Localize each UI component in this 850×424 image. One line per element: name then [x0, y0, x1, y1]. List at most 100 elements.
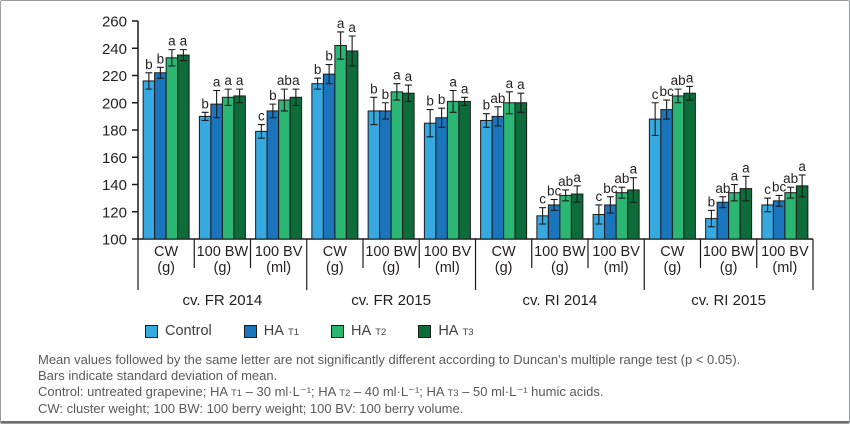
- sig-letter: a: [292, 73, 300, 88]
- bar: [458, 100, 471, 240]
- sig-letter: a: [337, 16, 345, 31]
- sig-letter: a: [405, 69, 413, 84]
- sig-letter: b: [157, 51, 165, 66]
- sig-letter: a: [506, 76, 514, 91]
- bar: [480, 119, 493, 240]
- sig-letter: b: [708, 194, 716, 209]
- sig-letter: b: [314, 62, 322, 77]
- legend-label-ha-t3: HA T3: [438, 323, 474, 339]
- bar: [177, 54, 190, 240]
- x-subgroup-unit: (g): [720, 260, 738, 276]
- sig-letter: c: [764, 182, 771, 197]
- x-group-label: cv. RI 2014: [522, 292, 597, 309]
- sig-letter: b: [145, 57, 153, 72]
- legend-item-control: Control: [145, 323, 212, 339]
- sig-letter: a: [213, 74, 221, 89]
- bar: [345, 50, 359, 240]
- sig-letter: a: [742, 160, 750, 175]
- bar: [559, 194, 572, 240]
- x-subgroup-unit: (ml): [604, 260, 629, 276]
- bar: [221, 96, 235, 240]
- y-tick-label: 200: [102, 95, 127, 112]
- x-group-label: cv. RI 2015: [691, 292, 766, 309]
- legend-label-ha-t2: HA T2: [351, 323, 387, 339]
- bar: [233, 95, 246, 240]
- y-tick-label: 180: [102, 123, 127, 140]
- sig-letter: b: [201, 96, 209, 111]
- sig-letter: c: [258, 109, 265, 124]
- sig-letter: a: [573, 170, 581, 185]
- sig-letter: a: [461, 81, 469, 96]
- x-subgroup-unit: (g): [551, 260, 569, 276]
- x-subgroup-unit: (g): [382, 260, 400, 276]
- x-group-label: cv. FR 2014: [182, 292, 262, 309]
- bar: [435, 117, 448, 240]
- sig-letter: b: [269, 88, 277, 103]
- sig-letter: ab: [783, 171, 798, 186]
- bar: [683, 92, 696, 240]
- x-subgroup-unit: (g): [495, 260, 513, 276]
- footnote-line-4: CW: cluster weight; 100 BW: 100 berry we…: [38, 401, 464, 417]
- bar: [289, 96, 303, 240]
- sig-letter: bc: [772, 179, 787, 194]
- sig-letter: a: [236, 73, 244, 88]
- sig-letter: ab: [558, 174, 573, 189]
- x-subgroup-label: CW: [323, 244, 347, 260]
- footnote-line-2: Bars indicate standard deviation of mean…: [38, 367, 278, 383]
- sig-letter: ab: [614, 171, 629, 186]
- x-subgroup-label: 100 BW: [365, 244, 417, 260]
- sig-letter: c: [539, 192, 546, 207]
- y-tick-label: 260: [102, 14, 127, 31]
- sig-letter: a: [224, 73, 232, 88]
- sig-letter: a: [798, 159, 806, 174]
- y-tick-label: 240: [102, 41, 127, 58]
- sig-letter: b: [483, 98, 491, 113]
- sig-letter: a: [393, 68, 401, 83]
- legend-label-control: Control: [165, 323, 212, 339]
- x-subgroup-label: 100 BW: [197, 244, 249, 260]
- sig-letter: a: [517, 77, 525, 92]
- bar: [278, 99, 291, 240]
- bar: [423, 122, 437, 240]
- chart-legend: Control HA T1 HA T2 HA T3: [145, 323, 474, 339]
- figure-bottom-rule: [1, 421, 849, 423]
- y-tick-label: 120: [102, 204, 127, 221]
- sig-letter: ab: [277, 73, 292, 88]
- bar: [379, 110, 392, 240]
- sig-letter: a: [168, 34, 176, 49]
- sig-letter: c: [596, 189, 603, 204]
- bar: [491, 115, 505, 240]
- bar: [210, 103, 223, 240]
- sig-letter: ab: [715, 181, 730, 196]
- sig-letter: a: [180, 34, 188, 49]
- bar: [165, 57, 179, 240]
- legend-swatch-control: [145, 324, 158, 338]
- bar: [154, 72, 167, 240]
- y-tick-label: 160: [102, 150, 127, 167]
- sig-letter: b: [382, 87, 390, 102]
- x-subgroup-unit: (g): [664, 260, 682, 276]
- x-subgroup-label: 100 BV: [424, 244, 472, 260]
- bar: [390, 91, 404, 240]
- sig-letter: bc: [603, 181, 618, 196]
- bar: [671, 95, 685, 240]
- sig-letter: a: [449, 74, 457, 89]
- bar: [648, 118, 662, 240]
- bar: [142, 80, 156, 240]
- x-subgroup-label: 100 BV: [592, 244, 640, 260]
- x-subgroup-unit: (ml): [435, 260, 460, 276]
- bar: [255, 130, 268, 240]
- sig-letter: c: [652, 87, 659, 102]
- x-subgroup-unit: (g): [157, 260, 175, 276]
- x-subgroup-unit: (ml): [266, 260, 291, 276]
- sig-letter: ab: [490, 91, 505, 106]
- bar: [503, 102, 516, 240]
- legend-swatch-ha-t2: [331, 324, 345, 338]
- sig-letter: b: [426, 94, 434, 109]
- y-tick-label: 100: [102, 232, 127, 249]
- x-subgroup-label: 100 BV: [761, 244, 809, 260]
- bar: [402, 92, 415, 240]
- x-subgroup-label: 100 BV: [255, 244, 303, 260]
